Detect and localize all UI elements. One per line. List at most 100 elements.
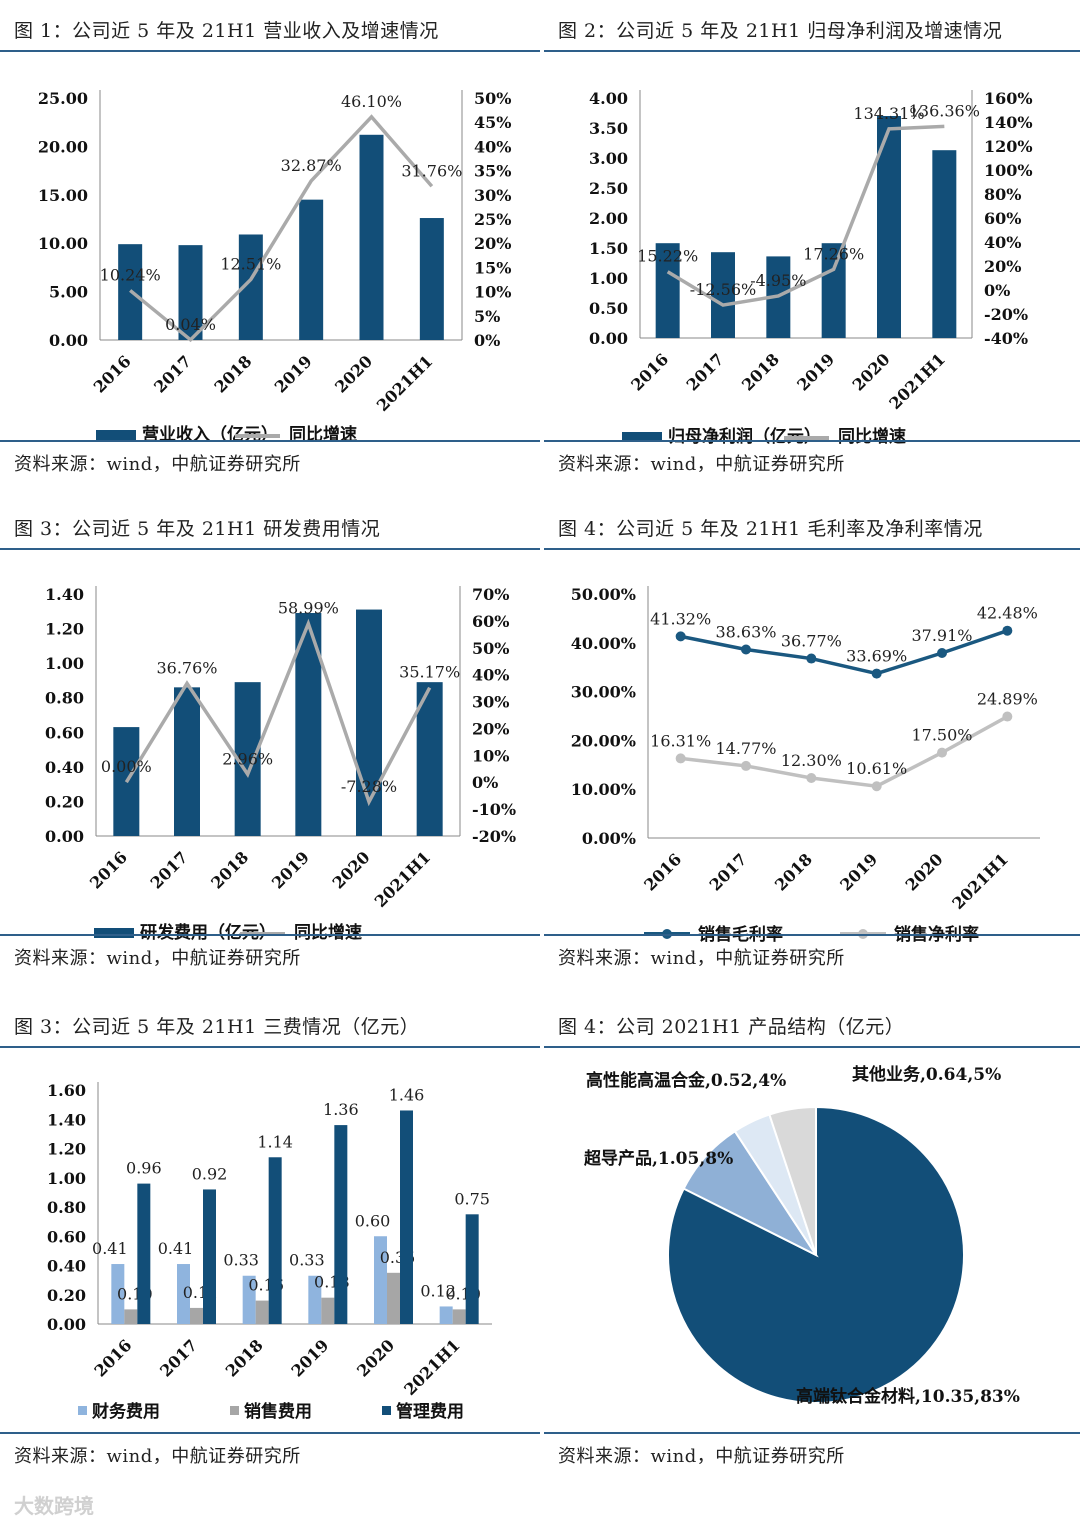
axis-tick-label: 10% <box>474 283 511 302</box>
axis-tick-label: 1.40 <box>45 585 84 604</box>
divider <box>544 440 1080 442</box>
axis-tick-label: 0.00 <box>49 331 88 350</box>
panel-product-structure: 图 4：公司 2021H1 产品结构（亿元） 高端钛合金材料,10.35,83%… <box>544 1012 1080 1472</box>
axis-tick-label: 60% <box>472 612 509 631</box>
axis-tick-label: 20% <box>474 234 511 253</box>
panel-rd-expense: 图 3：公司近 5 年及 21H1 研发费用情况 1.40 1.20 1.00 0.8… <box>0 514 540 974</box>
category-label: 2016 <box>640 850 685 895</box>
bar <box>465 1214 479 1324</box>
axis-tick-label: 20% <box>472 719 509 738</box>
data-point <box>806 653 817 664</box>
bar <box>400 1110 413 1324</box>
axis-tick-label: 40% <box>984 233 1021 252</box>
axis-tick-label: 15% <box>474 258 511 277</box>
category-label: 2017 <box>156 1336 201 1381</box>
axis-tick-label: -40% <box>984 329 1028 348</box>
chart-title: 图 4：公司 2021H1 产品结构（亿元） <box>558 1016 905 1038</box>
category-label: 2019 <box>836 850 881 895</box>
bar <box>359 134 384 340</box>
axis-tick-label: 50.00% <box>571 585 636 604</box>
axis-tick-label: 25% <box>474 210 511 229</box>
chart-title: 图 1：公司近 5 年及 21H1 营业收入及增速情况 <box>14 20 439 42</box>
axis-tick-label: 100% <box>984 161 1033 180</box>
slice-label: 其他业务,0.64,5% <box>852 1064 1001 1085</box>
panel-margins: 图 4：公司近 5 年及 21H1 毛利率及净利率情况 50.00% 40.00%… <box>544 514 1080 974</box>
source-note: 资料来源：wind，中航证券研究所 <box>558 454 845 475</box>
slice-label: 高端钛合金材料,10.35,83% <box>796 1386 1020 1407</box>
category-label: 2017 <box>683 350 728 395</box>
bar <box>178 245 203 340</box>
category-label: 2016 <box>90 1336 135 1381</box>
axis-tick-label: 0.80 <box>47 1198 86 1217</box>
legend-swatch <box>78 1406 87 1415</box>
data-label: 31.76% <box>401 161 462 180</box>
category-label: 2020 <box>331 352 376 397</box>
data-point <box>1002 625 1013 636</box>
bar <box>177 1264 190 1324</box>
axis-tick-label: 4.00 <box>589 89 628 108</box>
data-label: 24.89% <box>977 690 1038 709</box>
axis-tick-label: 0.20 <box>45 792 84 811</box>
data-point <box>937 747 947 758</box>
axis-tick-label: 1.60 <box>47 1081 86 1100</box>
chart-net-profit: 4.00 3.50 3.00 2.50 2.00 1.50 1.00 0.50 0.00 160%… <box>589 89 1033 447</box>
axis-tick-label: 0% <box>472 773 498 792</box>
divider <box>544 50 1080 52</box>
data-label: 2.96% <box>222 749 273 768</box>
axis-tick-label: 50% <box>472 639 509 658</box>
axis-tick-label: 50% <box>474 89 511 108</box>
category-label: 2021H1 <box>948 850 1011 913</box>
data-label: 0.33 <box>223 1251 259 1270</box>
data-label: 12.51% <box>220 254 281 273</box>
legend-label: 研发费用（亿元） <box>140 922 276 943</box>
category-label: 2019 <box>268 848 313 893</box>
source-note: 资料来源：wind，中航证券研究所 <box>14 1446 301 1467</box>
divider <box>0 440 540 442</box>
divider <box>0 934 540 936</box>
legend-label: 财务费用 <box>91 1401 160 1422</box>
axis-tick-label: 120% <box>984 137 1033 156</box>
chart-three-expenses: 1.60 1.40 1.20 1.00 0.80 0.60 0.40 0.20 0.002016… <box>47 1081 492 1422</box>
axis-tick-label: 1.50 <box>589 239 628 258</box>
data-label: 58.99% <box>278 599 339 618</box>
category-label: 2019 <box>287 1336 332 1381</box>
axis-tick-label: 2.00 <box>589 209 628 228</box>
data-label: 42.48% <box>977 604 1038 623</box>
data-label: 0.12 <box>420 1281 456 1300</box>
data-point <box>741 760 751 771</box>
panel-revenue: 图 1：公司近 5 年及 21H1 营业收入及增速情况 25.00 20.00 15… <box>0 16 540 476</box>
data-label: 14.77% <box>715 739 776 758</box>
data-label: 134.31% <box>853 104 924 123</box>
axis-tick-label: 0.40 <box>45 758 84 777</box>
axis-tick-label: -20% <box>984 305 1028 324</box>
source-note: 资料来源：wind，中航证券研究所 <box>14 454 301 475</box>
bar <box>203 1189 216 1324</box>
legend-label: 同比增速 <box>294 922 362 943</box>
category-label: 2018 <box>222 1336 267 1381</box>
data-point <box>1002 711 1013 722</box>
axis-tick-label: 0.00% <box>582 829 636 848</box>
axis-tick-label: 30% <box>472 693 509 712</box>
bar <box>308 1275 322 1324</box>
axis-tick-label: 20% <box>984 257 1021 276</box>
bar <box>255 1300 269 1324</box>
data-label: 41.32% <box>650 609 711 628</box>
axis-tick-label: 40.00% <box>571 634 636 653</box>
data-label: 0.04% <box>165 315 216 334</box>
data-label: 0.41 <box>92 1239 128 1258</box>
data-label: 1.14 <box>257 1132 293 1151</box>
chart-rd-expense: 1.40 1.20 1.00 0.80 0.60 0.40 0.20 0.00 70% 60% 50… <box>45 585 516 943</box>
category-label: 2021H1 <box>885 350 948 413</box>
category-label: 2020 <box>849 350 894 395</box>
data-label: 36.76% <box>156 658 217 677</box>
data-label: -12.56% <box>690 280 756 299</box>
axis-tick-label: 1.00 <box>589 269 628 288</box>
data-point <box>871 668 882 679</box>
bar <box>137 1183 151 1324</box>
axis-tick-label: 10% <box>472 746 509 765</box>
category-label: 2021H1 <box>373 352 436 415</box>
data-label: -4.95% <box>750 271 806 290</box>
axis-tick-label: -20% <box>472 827 516 846</box>
chart-title: 图 3：公司近 5 年及 21H1 三费情况（亿元） <box>14 1016 420 1038</box>
data-label: 0.41 <box>158 1239 194 1258</box>
